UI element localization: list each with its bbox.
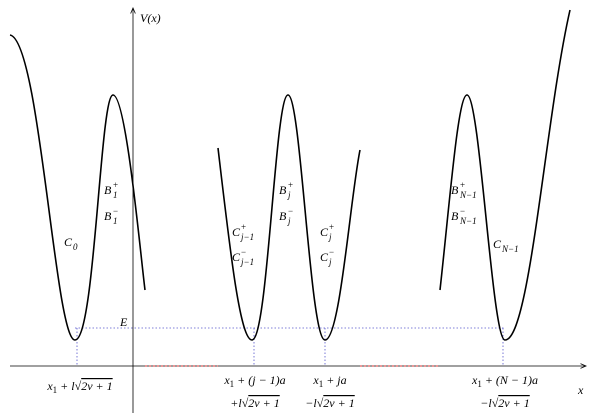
region-sup: + xyxy=(113,180,118,190)
region-sub: j xyxy=(328,232,332,242)
region-label: C xyxy=(64,235,73,249)
subscript: 1 xyxy=(477,379,482,389)
region-sub: j−1 xyxy=(240,232,254,242)
region-sub: 0 xyxy=(73,242,78,252)
region-label: B xyxy=(104,183,112,197)
position-label: x1 + (N − 1)a xyxy=(471,373,538,389)
label-part: x xyxy=(46,379,53,393)
label-part: + (j − 1)a xyxy=(234,373,286,387)
label-part: x xyxy=(223,373,230,387)
position-label: x1 + (j − 1)a xyxy=(223,373,285,389)
region-label: B xyxy=(104,209,112,223)
region-label: B xyxy=(279,183,287,197)
region-sup: − xyxy=(329,247,334,257)
subscript: 1 xyxy=(53,385,58,395)
label-part: −l√ xyxy=(480,396,498,410)
region-sub: 1 xyxy=(113,190,118,200)
region-sup: − xyxy=(288,206,293,216)
position-label: x1 + ja xyxy=(312,373,346,389)
region-sub: N−1 xyxy=(459,216,477,226)
region-sup: + xyxy=(288,180,293,190)
region-sup: + xyxy=(329,222,334,232)
region-label: C xyxy=(320,250,329,264)
region-label: C xyxy=(320,225,329,239)
region-sub: j xyxy=(287,216,291,226)
label-part: x xyxy=(471,373,478,387)
position-label: −l√2ν + 1 xyxy=(480,396,529,410)
radicand: 2ν + 1 xyxy=(323,396,354,410)
region-label: B xyxy=(451,183,459,197)
label-part: + l√ xyxy=(57,379,81,393)
region-sub: N−1 xyxy=(501,244,519,254)
label-part: −l√ xyxy=(305,396,323,410)
x-axis-label: x xyxy=(577,383,584,397)
region-sup: − xyxy=(460,206,465,216)
region-sup: − xyxy=(241,247,246,257)
turning-lines xyxy=(76,328,504,366)
region-sup: + xyxy=(460,180,465,190)
position-label: +l√2ν + 1 xyxy=(230,396,279,410)
region-label: C xyxy=(232,250,241,264)
label-part: x xyxy=(312,373,319,387)
subscript: 1 xyxy=(230,379,235,389)
region-label: C xyxy=(232,225,241,239)
region-sub: N−1 xyxy=(459,190,477,200)
region-label: B xyxy=(451,209,459,223)
position-label: x1 + l√2ν + 1 xyxy=(46,379,112,395)
region-sup: + xyxy=(241,222,246,232)
y-axis-label: V(x) xyxy=(140,11,161,25)
potential-curve xyxy=(9,9,571,341)
region-label: B xyxy=(279,209,287,223)
label-part: +l√ xyxy=(230,396,248,410)
region-sub: 1 xyxy=(113,216,118,226)
region-sup: − xyxy=(113,206,118,216)
label-part: + (N − 1)a xyxy=(482,373,538,387)
labels: C 0B +1B −1C +j−1C −j−1B +jB −jC +jC −jB +N−1B −N−1… xyxy=(46,180,538,410)
radicand: 2ν + 1 xyxy=(81,379,112,393)
position-label: −l√2ν + 1 xyxy=(305,396,354,410)
energy-label: E xyxy=(119,315,128,329)
region-sub: j xyxy=(287,190,291,200)
radicand: 2ν + 1 xyxy=(248,396,279,410)
region-sub: j xyxy=(328,257,332,267)
label-part: + ja xyxy=(323,373,346,387)
subscript: 1 xyxy=(319,379,324,389)
region-sub: j−1 xyxy=(240,257,254,267)
region-label: C xyxy=(493,237,502,251)
radicand: 2ν + 1 xyxy=(498,396,529,410)
